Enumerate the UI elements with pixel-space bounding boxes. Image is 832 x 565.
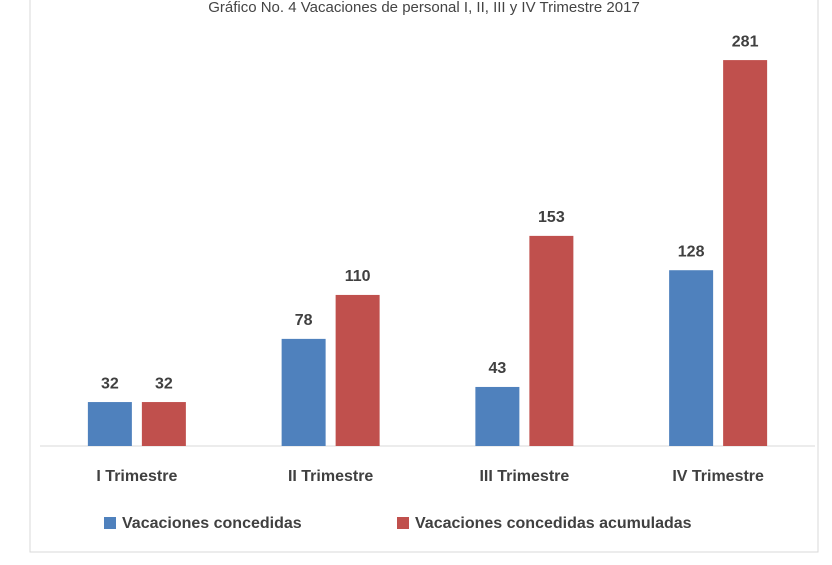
- bar: [87, 402, 132, 446]
- bar: [475, 386, 520, 446]
- x-tick-label: IV Trimestre: [672, 468, 764, 485]
- data-label: 153: [538, 209, 565, 226]
- x-tick-label: III Trimestre: [479, 468, 569, 485]
- bar: [723, 60, 768, 447]
- chart-title: Gráfico No. 4 Vacaciones de personal I, …: [208, 0, 640, 16]
- data-label: 43: [488, 360, 506, 377]
- data-label: 32: [101, 375, 119, 392]
- bar: [141, 402, 186, 446]
- bar: [669, 270, 714, 446]
- bar: [281, 338, 326, 446]
- legend-label: Vacaciones concedidas acumuladas: [415, 515, 692, 532]
- data-label: 110: [345, 268, 371, 285]
- data-label: 128: [678, 243, 705, 260]
- legend-label: Vacaciones concedidas: [122, 515, 302, 532]
- data-label: 32: [155, 375, 173, 392]
- bar: [529, 235, 574, 446]
- x-tick-label: I Trimestre: [96, 468, 177, 485]
- data-label: 281: [732, 33, 759, 50]
- data-label: 78: [295, 312, 313, 329]
- legend-swatch: [104, 517, 116, 529]
- bar: [335, 294, 380, 446]
- legend-swatch: [397, 517, 409, 529]
- x-tick-label: II Trimestre: [288, 468, 373, 485]
